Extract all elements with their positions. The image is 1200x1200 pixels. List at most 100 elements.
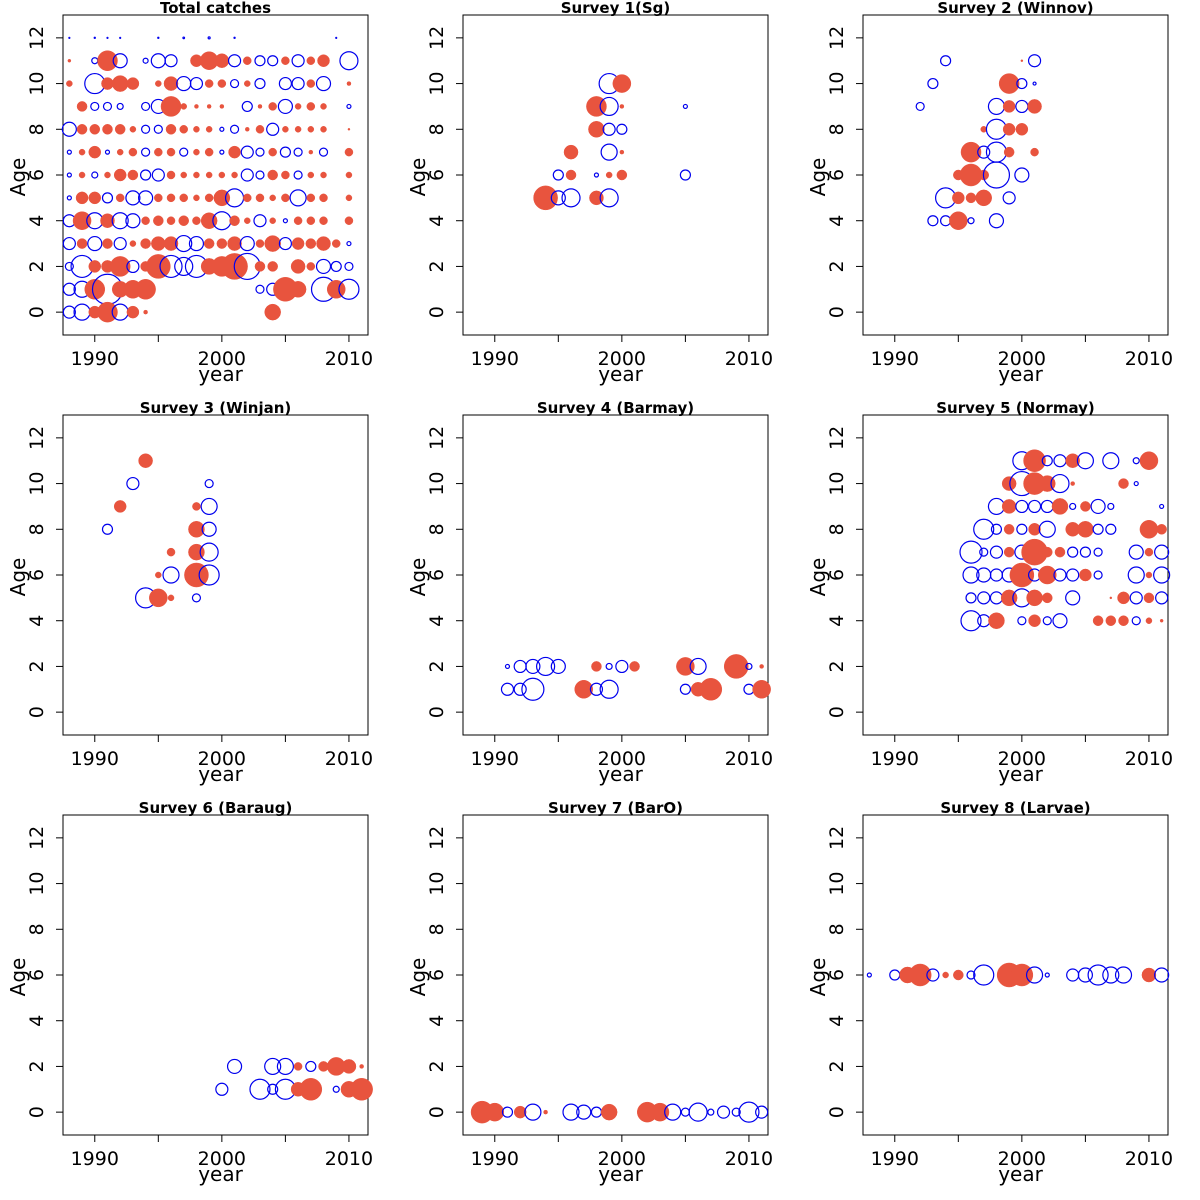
panel-6: Survey 5 (Normay) 1990 2000 2010 0 2 4 6 8 10 12 ye… — [806, 399, 1173, 786]
bubble-negative — [1016, 523, 1028, 535]
bubble-positive — [1139, 451, 1159, 470]
bubble-positive — [752, 680, 771, 699]
bubble-positive — [163, 76, 179, 91]
bubble-positive — [153, 215, 164, 226]
bubble-negative — [264, 1057, 282, 1076]
bubble-negative — [253, 214, 267, 228]
bubble-negative — [91, 57, 99, 65]
bubble-positive — [1054, 546, 1066, 558]
bubble-negative — [62, 305, 76, 319]
bubble-positive — [290, 259, 306, 274]
bubble-negative — [289, 189, 307, 207]
bubble-negative — [240, 145, 254, 159]
panel-1: Total catches 1990 2000 2010 0 2 4 6 8 10 12 year Ag… — [6, 0, 373, 386]
panel-title: Survey 2 (Winnov) — [937, 0, 1093, 17]
bubble-positive — [114, 124, 126, 135]
bubble-positive — [141, 216, 150, 225]
y-tick-label: 8 — [826, 523, 848, 535]
bubble-negative — [1153, 566, 1171, 584]
bubble-positive — [193, 194, 200, 202]
bubble-positive — [975, 189, 992, 207]
bubble-positive — [76, 238, 88, 249]
bubble-positive — [320, 103, 327, 110]
bubble-positive — [243, 193, 252, 203]
x-tick-label: 1990 — [71, 1148, 119, 1170]
bubble-negative — [255, 284, 265, 294]
bubble-negative — [1105, 523, 1117, 535]
bubble-positive — [269, 217, 276, 224]
bubble-positive — [1002, 123, 1016, 136]
bubble-negative — [233, 36, 236, 40]
bubble-positive — [293, 216, 303, 225]
y-tick-label: 8 — [426, 123, 448, 135]
y-tick-label: 6 — [826, 569, 848, 581]
x-tick-label: 2000 — [998, 748, 1046, 770]
bubble-positive — [1141, 967, 1157, 983]
bubble-positive — [320, 171, 327, 179]
bubble-positive — [1065, 453, 1080, 468]
x-axis-label: year — [598, 762, 643, 786]
bubble-positive — [179, 125, 188, 134]
bubble-positive — [281, 170, 290, 180]
bubble-positive — [264, 303, 281, 321]
bubble-negative — [1041, 455, 1053, 467]
bubble-negative — [1159, 503, 1165, 510]
bubble-positive — [1051, 498, 1069, 515]
bubble-positive — [1003, 546, 1015, 558]
bubble-positive — [1080, 501, 1091, 512]
y-tick-label: 0 — [426, 306, 448, 318]
bubble-negative — [500, 682, 515, 696]
y-axis-label: Age — [6, 958, 30, 997]
y-tick-label: 6 — [426, 169, 448, 181]
bubble-negative — [66, 172, 72, 178]
bubble-negative — [1040, 499, 1054, 514]
x-tick-label: 2010 — [1125, 348, 1173, 370]
bubble-negative — [335, 36, 338, 39]
bubble-positive — [127, 169, 139, 181]
bubble-positive — [1159, 618, 1164, 623]
bubble-negative — [576, 1104, 592, 1120]
x-axis-label: year — [198, 362, 243, 386]
bubble-positive — [113, 168, 127, 182]
x-tick-label: 2000 — [598, 1148, 646, 1170]
bubble-negative — [339, 51, 359, 71]
bubble-positive — [953, 969, 964, 981]
bubble-positive — [988, 612, 1005, 629]
bubble-positive — [1145, 571, 1153, 579]
bubble-positive — [965, 192, 977, 204]
y-tick-label: 10 — [826, 71, 848, 95]
bubble-positive — [89, 124, 101, 135]
bubble-positive — [1156, 524, 1167, 535]
bubble-negative — [138, 190, 154, 206]
y-tick-label: 4 — [826, 215, 848, 227]
bubbles — [866, 962, 1170, 988]
x-axis-label: year — [598, 362, 643, 386]
bubble-positive — [166, 193, 176, 203]
bubble-negative — [1065, 590, 1081, 606]
y-tick-label: 0 — [26, 706, 48, 718]
bubble-positive — [350, 1078, 373, 1101]
y-tick-label: 12 — [26, 826, 48, 850]
x-axis-label: year — [998, 1162, 1043, 1186]
y-tick-label: 2 — [426, 1060, 448, 1072]
x-axis-label: year — [198, 1162, 243, 1186]
bubble-negative — [615, 659, 629, 674]
bubble-positive — [76, 101, 88, 112]
bubble-positive — [166, 170, 176, 180]
bubble-positive — [205, 171, 213, 179]
bubble-negative — [126, 259, 140, 274]
bubble-positive — [1109, 596, 1113, 600]
y-tick-label: 6 — [426, 969, 448, 981]
bubble-negative — [562, 1103, 580, 1121]
bubble-negative — [215, 1082, 229, 1096]
bubble-positive — [306, 193, 316, 203]
bubble-positive — [243, 56, 252, 65]
bubble-negative — [1114, 966, 1133, 984]
bubble-negative — [201, 521, 217, 537]
bubble-negative — [267, 1083, 279, 1095]
bubble-negative — [513, 659, 527, 674]
y-tick-label: 2 — [826, 1060, 848, 1072]
x-tick-label: 1990 — [471, 748, 519, 770]
y-tick-label: 12 — [426, 826, 448, 850]
bubble-positive — [244, 217, 251, 224]
